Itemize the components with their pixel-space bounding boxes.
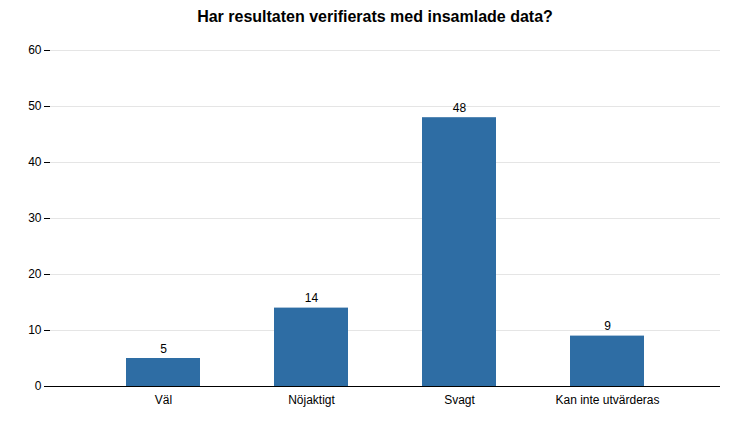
svg-text:50: 50 <box>28 99 42 113</box>
svg-text:Nöjaktigt: Nöjaktigt <box>288 393 335 407</box>
svg-text:Svagt: Svagt <box>444 393 475 407</box>
svg-text:30: 30 <box>28 211 42 225</box>
svg-text:14: 14 <box>305 291 319 305</box>
svg-text:10: 10 <box>28 323 42 337</box>
svg-text:Väl: Väl <box>155 393 172 407</box>
svg-text:0: 0 <box>35 379 42 393</box>
svg-text:9: 9 <box>604 319 611 333</box>
html-text:Har resultaten verifierats med: Har resultaten verifierats med insamlade… <box>197 8 553 25</box>
svg-text:48: 48 <box>453 101 467 115</box>
svg-text:5: 5 <box>160 342 167 356</box>
svg-text:40: 40 <box>28 155 42 169</box>
svg-text:60: 60 <box>28 43 42 57</box>
svg-text:20: 20 <box>28 267 42 281</box>
svg-text:Kan inte utvärderas: Kan inte utvärderas <box>555 393 659 407</box>
